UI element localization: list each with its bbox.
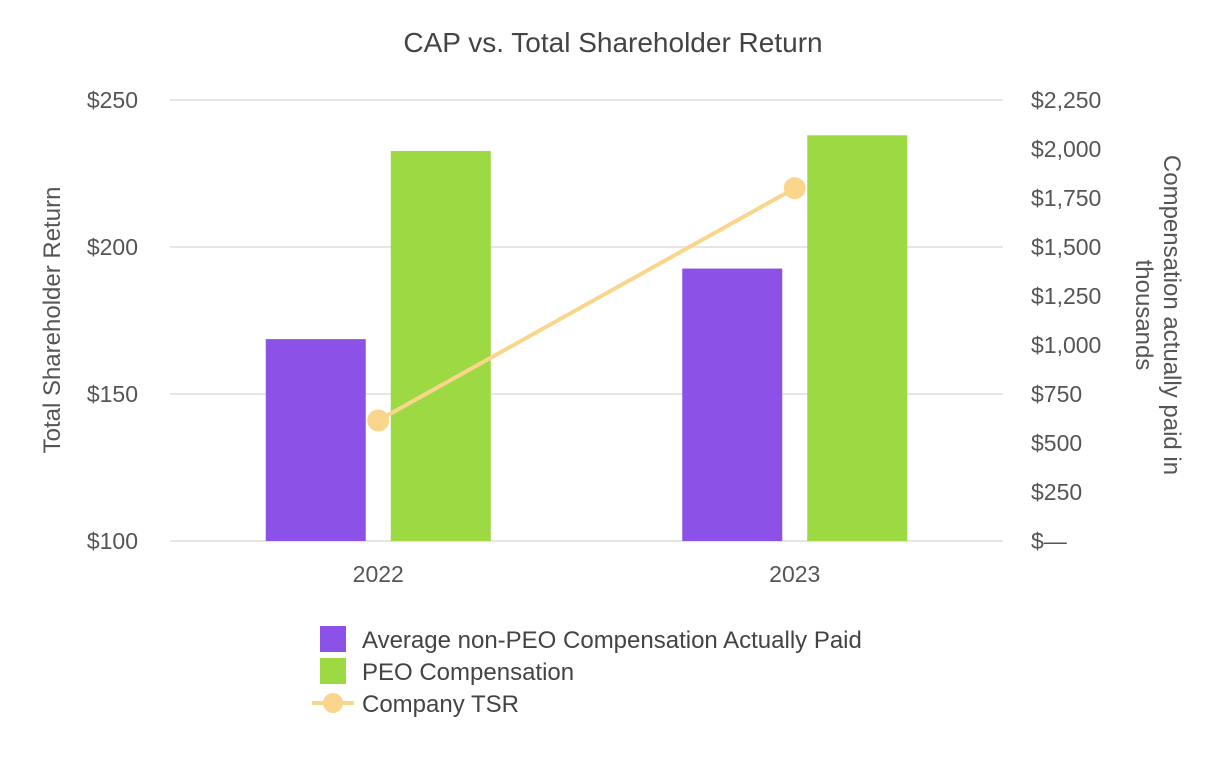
legend-swatch [320,626,346,652]
right-axis-title: Compensation actually paid in thousands [1130,155,1185,475]
left-axis-title: Total Shareholder Return [39,187,66,454]
tsr-point-2022 [367,409,390,432]
left-tick-label: $100 [87,528,138,554]
chart-title: CAP vs. Total Shareholder Return [403,27,822,58]
legend-marker-swatch [323,693,343,713]
right-axis-title-line-1: Compensation actually paid in [1158,155,1185,475]
legend-label: Average non-PEO Compensation Actually Pa… [362,627,862,654]
legend-label: PEO Compensation [362,659,574,686]
right-tick-label: $2,250 [1031,87,1101,113]
right-axis-title-line-2: thousands [1130,260,1157,371]
bar-peo-compensation-2023 [807,135,908,541]
right-tick-label: $1,500 [1031,234,1101,260]
tsr-point-2023 [783,177,806,200]
right-tick-label: $1,250 [1031,283,1101,309]
left-tick-label: $250 [87,87,138,113]
x-axis-ticks: 2022 2023 [353,561,821,587]
x-tick-label: 2022 [353,561,404,587]
right-tick-label: $750 [1031,381,1082,407]
left-tick-label: $200 [87,234,138,260]
bar-peo-compensation-2022 [390,150,491,541]
right-tick-label: $1,000 [1031,332,1101,358]
right-tick-label: $250 [1031,479,1082,505]
right-tick-label: $2,000 [1031,136,1101,162]
tsr-line [367,177,806,432]
legend-swatch [320,658,346,684]
tsr-line-path [377,186,796,423]
legend: Average non-PEO Compensation Actually Pa… [312,626,862,718]
right-axis-ticks: $— $250 $500 $750 $1,000 $1,250 $1,500 $1,750 $2… [1031,87,1101,554]
legend-label: Company TSR [362,691,519,718]
left-tick-label: $150 [87,381,138,407]
bar-marks [265,135,908,541]
right-tick-label: $500 [1031,430,1082,456]
left-axis-ticks: $100 $150 $200 $250 [87,87,138,554]
right-tick-label: $1,750 [1031,185,1101,211]
bar-average-non-peo-compensation-actually-paid-2022 [265,339,366,541]
x-tick-label: 2023 [769,561,820,587]
bar-average-non-peo-compensation-actually-paid-2023 [682,268,783,541]
right-tick-label: $— [1031,528,1067,554]
